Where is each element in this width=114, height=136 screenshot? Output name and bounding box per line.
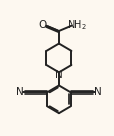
Text: NH$_2$: NH$_2$ xyxy=(66,18,86,32)
Text: N: N xyxy=(93,87,101,97)
Text: N: N xyxy=(55,70,62,80)
Text: N: N xyxy=(16,87,24,97)
Text: O: O xyxy=(38,20,46,30)
